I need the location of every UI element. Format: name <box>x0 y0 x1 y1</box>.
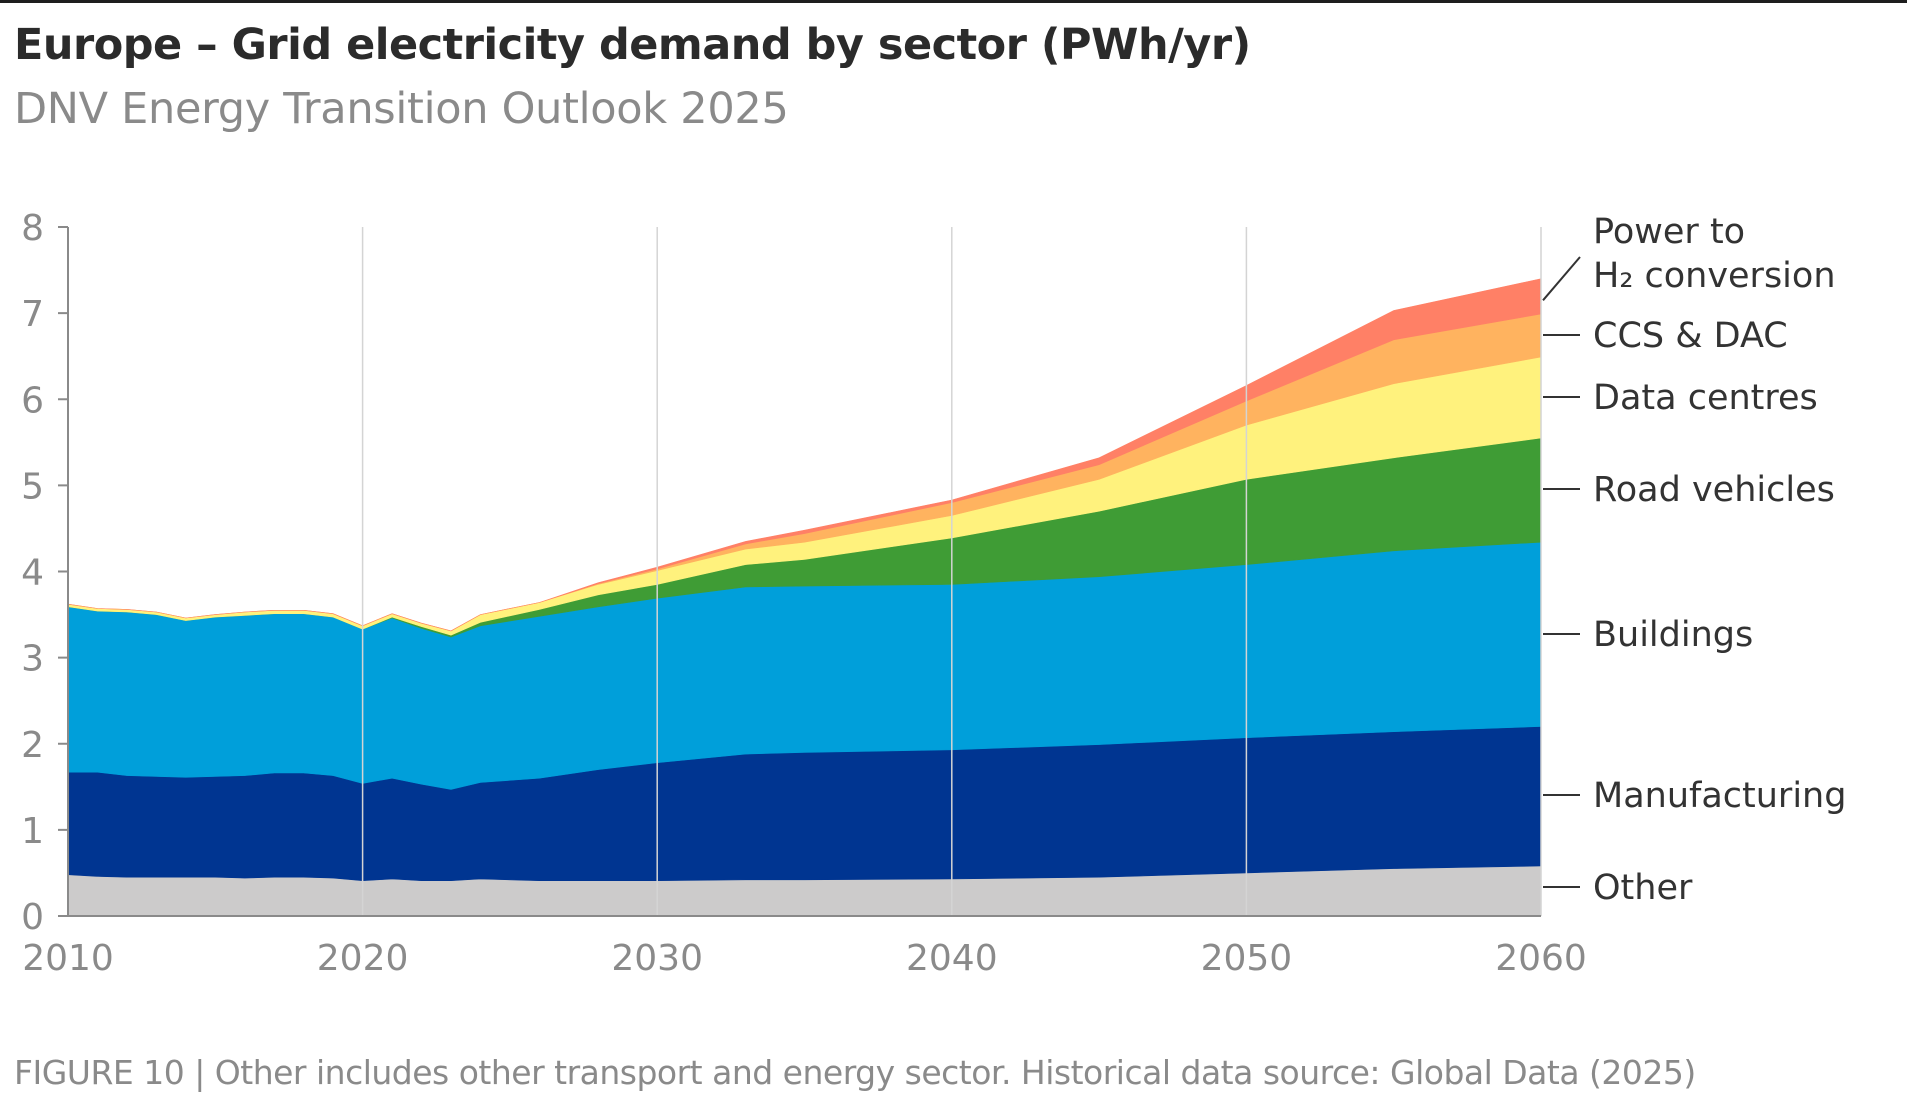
label-text: Buildings <box>1593 615 1753 655</box>
x-tick-label-2060: 2060 <box>1495 938 1587 979</box>
label-text: Manufacturing <box>1593 776 1846 816</box>
label-manufacturing: Manufacturing <box>1543 776 1846 816</box>
y-tick-label-5: 5 <box>21 466 44 507</box>
x-tick-label-2010: 2010 <box>22 938 114 979</box>
label-text: Data centres <box>1593 378 1818 418</box>
top-rule <box>0 0 1907 3</box>
axes-layer: 0 1 2 3 4 5 6 7 8 2010 2020 2030 2040 2050 2060 <box>21 208 1587 979</box>
grid-layer <box>361 227 1542 916</box>
y-tick-label-8: 8 <box>21 208 44 249</box>
label-data-centres: Data centres <box>1543 378 1818 418</box>
label-text: Other <box>1593 868 1693 908</box>
x-tick-label-2050: 2050 <box>1201 938 1293 979</box>
label-text-line: H₂ conversion <box>1593 256 1836 296</box>
label-road-vehicles: Road vehicles <box>1543 470 1835 510</box>
chart-title: Europe – Grid electricity demand by sect… <box>14 20 1251 70</box>
y-tick-label-3: 3 <box>21 639 44 680</box>
y-tick-label-4: 4 <box>21 553 44 594</box>
y-tick-label-7: 7 <box>21 294 44 335</box>
x-tick-label-2020: 2020 <box>317 938 409 979</box>
figure-caption: FIGURE 10 | Other includes other transpo… <box>14 1053 1696 1092</box>
label-connector <box>1542 256 1581 301</box>
label-other: Other <box>1543 868 1693 908</box>
x-tick-label-2040: 2040 <box>906 938 998 979</box>
areas-layer <box>67 278 1542 917</box>
y-tick-label-2: 2 <box>21 725 44 766</box>
y-tick-label-6: 6 <box>21 380 44 421</box>
label-text-line: Power to <box>1593 212 1745 252</box>
y-tick-label-1: 1 <box>21 811 44 852</box>
label-ccs-dac: CCS & DAC <box>1543 316 1788 356</box>
label-buildings: Buildings <box>1543 615 1753 655</box>
x-tick-label-2030: 2030 <box>611 938 703 979</box>
label-text: Road vehicles <box>1593 470 1835 510</box>
label-text: CCS & DAC <box>1593 316 1788 356</box>
y-tick-label-0: 0 <box>21 897 44 938</box>
chart-subtitle: DNV Energy Transition Outlook 2025 <box>14 84 789 134</box>
